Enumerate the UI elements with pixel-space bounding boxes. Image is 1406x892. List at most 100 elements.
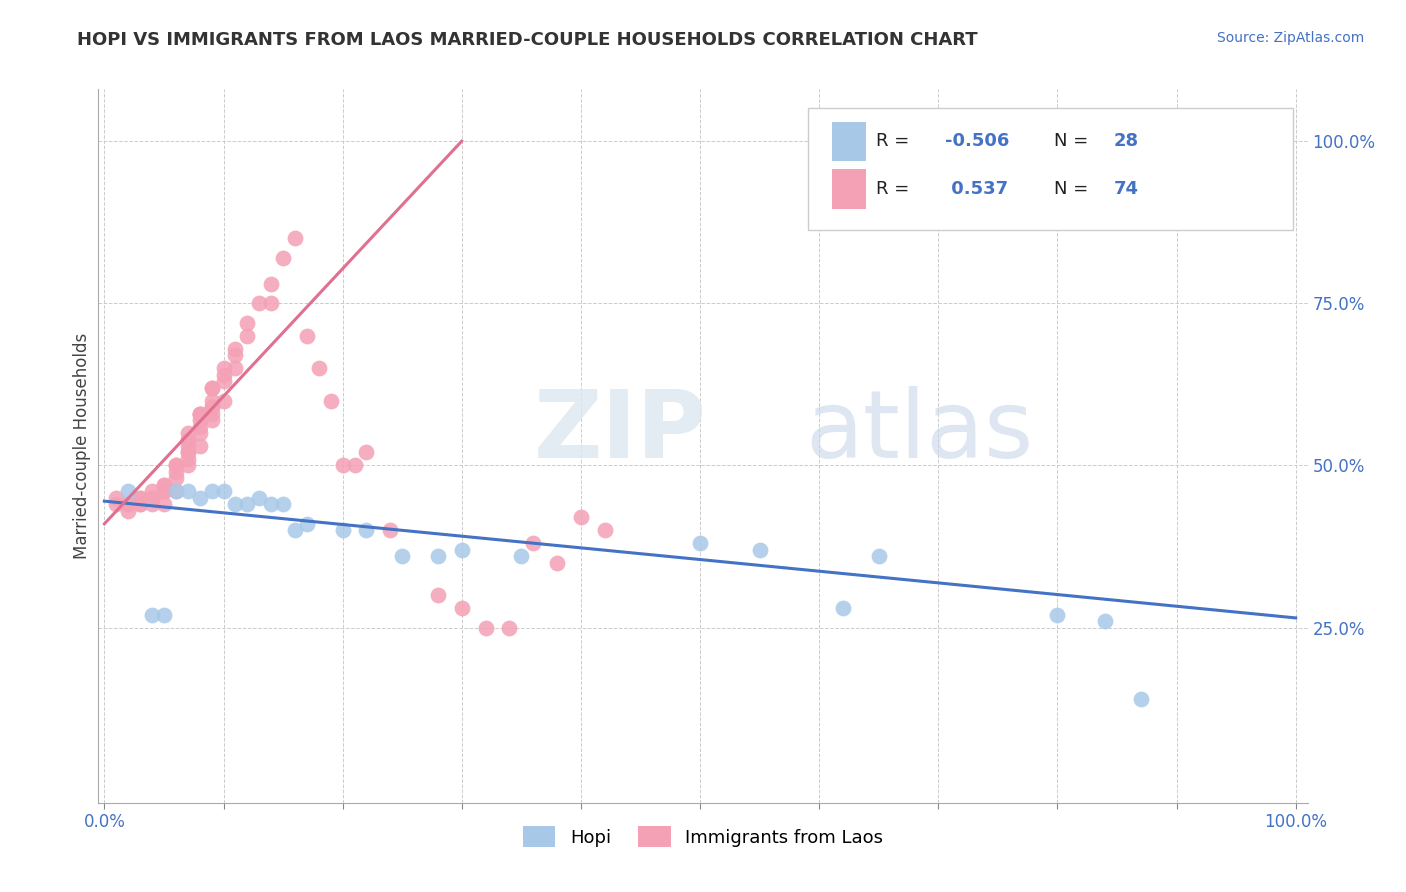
Point [153,478,176,492]
Point [391,549,413,564]
Point [260,277,283,291]
Point [165,458,187,473]
Point [200,393,222,408]
Point [319,393,342,408]
Point [260,497,283,511]
Point [569,510,592,524]
Point [177,433,200,447]
Point [165,484,187,499]
Point [177,484,200,499]
Point [117,484,139,499]
Point [236,328,259,343]
Point [165,458,187,473]
Point [212,393,235,408]
Text: N =: N = [1053,132,1094,150]
Point [247,491,270,505]
FancyBboxPatch shape [832,121,866,161]
Point [188,491,211,505]
Point [1046,607,1069,622]
Point [188,439,211,453]
Text: Source: ZipAtlas.com: Source: ZipAtlas.com [1216,31,1364,45]
Point [308,361,330,376]
Point [284,231,307,245]
Point [224,342,246,356]
Point [141,491,163,505]
Point [832,601,855,615]
Point [177,439,200,453]
FancyBboxPatch shape [808,109,1294,230]
Point [141,607,163,622]
Point [188,425,211,440]
Text: ZIP: ZIP [534,385,707,478]
Point [153,478,176,492]
Point [546,556,568,570]
Point [141,497,163,511]
Point [129,491,152,505]
Text: N =: N = [1053,180,1094,198]
Point [868,549,890,564]
Point [105,497,128,511]
FancyBboxPatch shape [832,169,866,209]
Point [117,497,139,511]
Point [498,621,520,635]
Point [332,458,354,473]
Point [689,536,711,550]
Point [212,368,235,382]
Point [177,458,200,473]
Point [153,497,176,511]
Point [177,452,200,467]
Point [271,251,294,265]
Text: R =: R = [876,180,915,198]
Point [200,400,222,414]
Point [153,484,176,499]
Point [153,484,176,499]
Point [212,484,235,499]
Point [200,400,222,414]
Point [271,497,294,511]
Point [450,542,472,557]
Point [593,524,616,538]
Text: -0.506: -0.506 [945,132,1010,150]
Point [177,433,200,447]
Point [356,445,378,459]
Point [141,484,163,499]
Text: atlas: atlas [806,385,1033,478]
Point [260,296,283,310]
Point [426,549,449,564]
Point [177,445,200,459]
Point [129,491,152,505]
Point [165,484,187,499]
Y-axis label: Married-couple Households: Married-couple Households [73,333,91,559]
Text: R =: R = [876,132,915,150]
Point [356,524,378,538]
Text: 0.537: 0.537 [945,180,1008,198]
Point [450,601,472,615]
Point [188,407,211,421]
Point [284,524,307,538]
Point [522,536,544,550]
Point [224,497,246,511]
Point [380,524,402,538]
Point [165,471,187,485]
Point [332,524,354,538]
Point [200,484,222,499]
Point [200,413,222,427]
Point [224,361,246,376]
Point [343,458,366,473]
Point [177,445,200,459]
Point [117,497,139,511]
Point [200,381,222,395]
Text: 28: 28 [1114,132,1139,150]
Legend: Hopi, Immigrants from Laos: Hopi, Immigrants from Laos [516,819,890,855]
Point [212,361,235,376]
Point [748,542,770,557]
Point [474,621,496,635]
Point [129,497,152,511]
Point [1129,692,1152,706]
Point [236,316,259,330]
Point [188,413,211,427]
Text: HOPI VS IMMIGRANTS FROM LAOS MARRIED-COUPLE HOUSEHOLDS CORRELATION CHART: HOPI VS IMMIGRANTS FROM LAOS MARRIED-COU… [77,31,979,49]
Point [188,407,211,421]
Text: 74: 74 [1114,180,1139,198]
Point [1094,614,1116,628]
